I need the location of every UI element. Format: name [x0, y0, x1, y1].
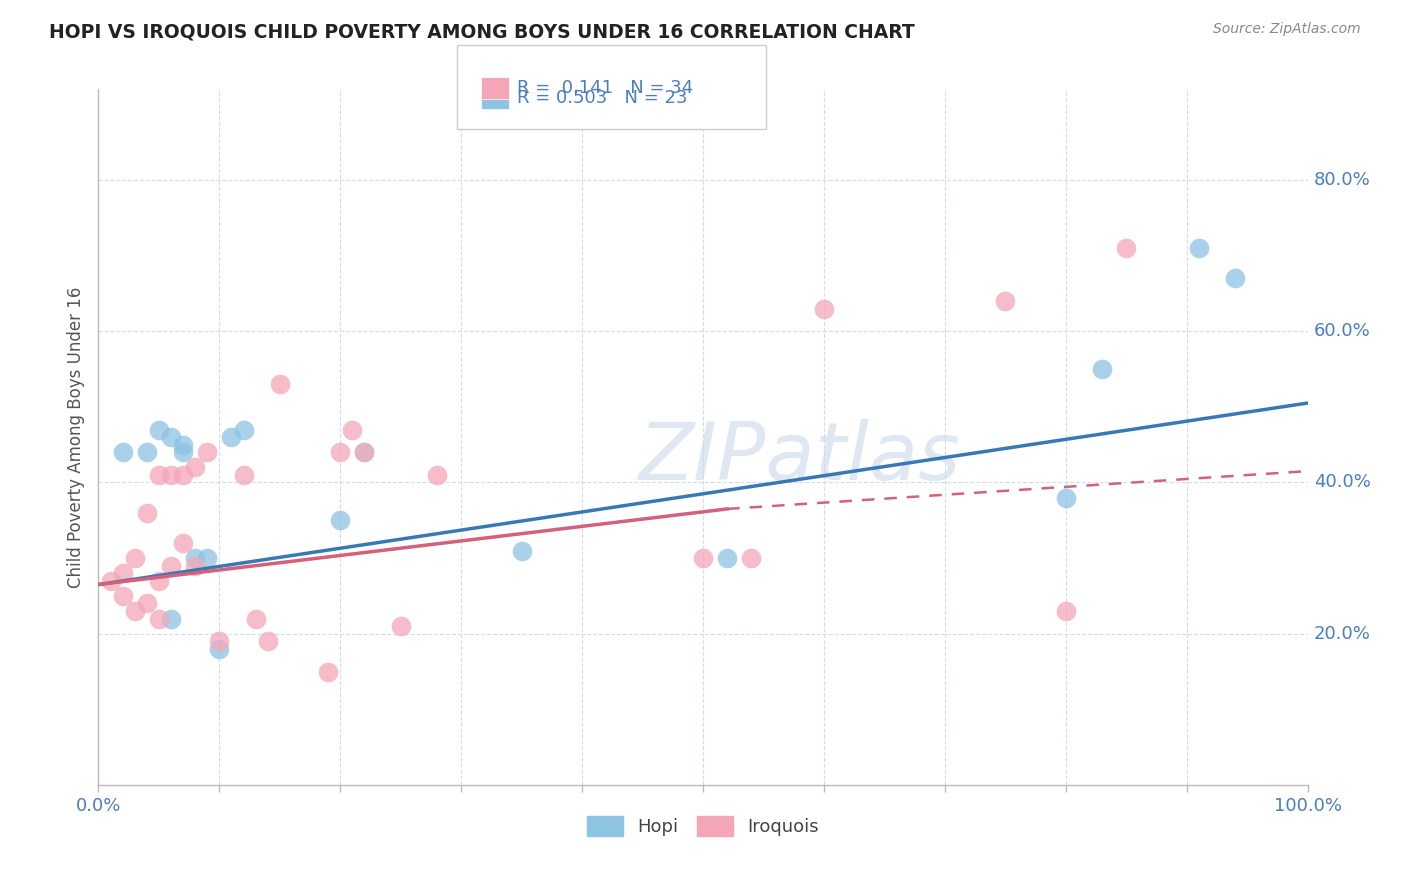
Point — [148, 423, 170, 437]
Point — [1091, 362, 1114, 376]
Point — [208, 641, 231, 656]
Point — [342, 423, 364, 437]
Point — [111, 589, 134, 603]
Point — [135, 445, 157, 459]
Point — [221, 430, 243, 444]
Point — [172, 536, 194, 550]
Point — [1223, 271, 1246, 285]
Point — [160, 430, 183, 444]
Point — [353, 445, 375, 459]
Point — [148, 574, 170, 588]
Point — [172, 467, 194, 482]
Point — [256, 634, 278, 648]
Point — [740, 551, 762, 566]
Text: 80.0%: 80.0% — [1313, 171, 1371, 189]
Point — [245, 611, 267, 625]
Point — [353, 445, 375, 459]
Point — [195, 445, 218, 459]
Point — [1054, 604, 1077, 618]
Legend: Hopi, Iroquois: Hopi, Iroquois — [578, 806, 828, 846]
Point — [329, 445, 352, 459]
Point — [389, 619, 412, 633]
Text: ZIPatlas: ZIPatlas — [638, 419, 960, 497]
Point — [994, 293, 1017, 308]
Text: 40.0%: 40.0% — [1313, 474, 1371, 491]
Point — [232, 423, 254, 437]
Point — [100, 574, 122, 588]
Point — [172, 437, 194, 451]
Point — [111, 566, 134, 581]
Point — [160, 467, 183, 482]
Point — [111, 445, 134, 459]
Point — [1115, 241, 1137, 255]
Point — [232, 467, 254, 482]
Text: 60.0%: 60.0% — [1313, 322, 1371, 340]
Point — [1188, 241, 1211, 255]
Point — [184, 558, 207, 573]
Point — [813, 301, 835, 316]
Point — [148, 611, 170, 625]
Point — [195, 551, 218, 566]
Text: R =  0.141   N = 34: R = 0.141 N = 34 — [517, 78, 693, 96]
Point — [269, 377, 291, 392]
Text: HOPI VS IROQUOIS CHILD POVERTY AMONG BOYS UNDER 16 CORRELATION CHART: HOPI VS IROQUOIS CHILD POVERTY AMONG BOY… — [49, 22, 915, 41]
Point — [160, 558, 183, 573]
Point — [135, 506, 157, 520]
Point — [160, 611, 183, 625]
Point — [208, 634, 231, 648]
Point — [184, 460, 207, 475]
Point — [426, 467, 449, 482]
Point — [124, 551, 146, 566]
Point — [124, 604, 146, 618]
Point — [316, 665, 339, 679]
Point — [1054, 491, 1077, 505]
Point — [329, 513, 352, 527]
Point — [184, 551, 207, 566]
Point — [172, 445, 194, 459]
Text: 20.0%: 20.0% — [1313, 624, 1371, 643]
Y-axis label: Child Poverty Among Boys Under 16: Child Poverty Among Boys Under 16 — [66, 286, 84, 588]
Point — [148, 467, 170, 482]
Text: Source: ZipAtlas.com: Source: ZipAtlas.com — [1213, 22, 1361, 37]
Text: R = 0.503   N = 23: R = 0.503 N = 23 — [517, 89, 688, 107]
Point — [135, 597, 157, 611]
Point — [716, 551, 738, 566]
Point — [692, 551, 714, 566]
Point — [510, 543, 533, 558]
